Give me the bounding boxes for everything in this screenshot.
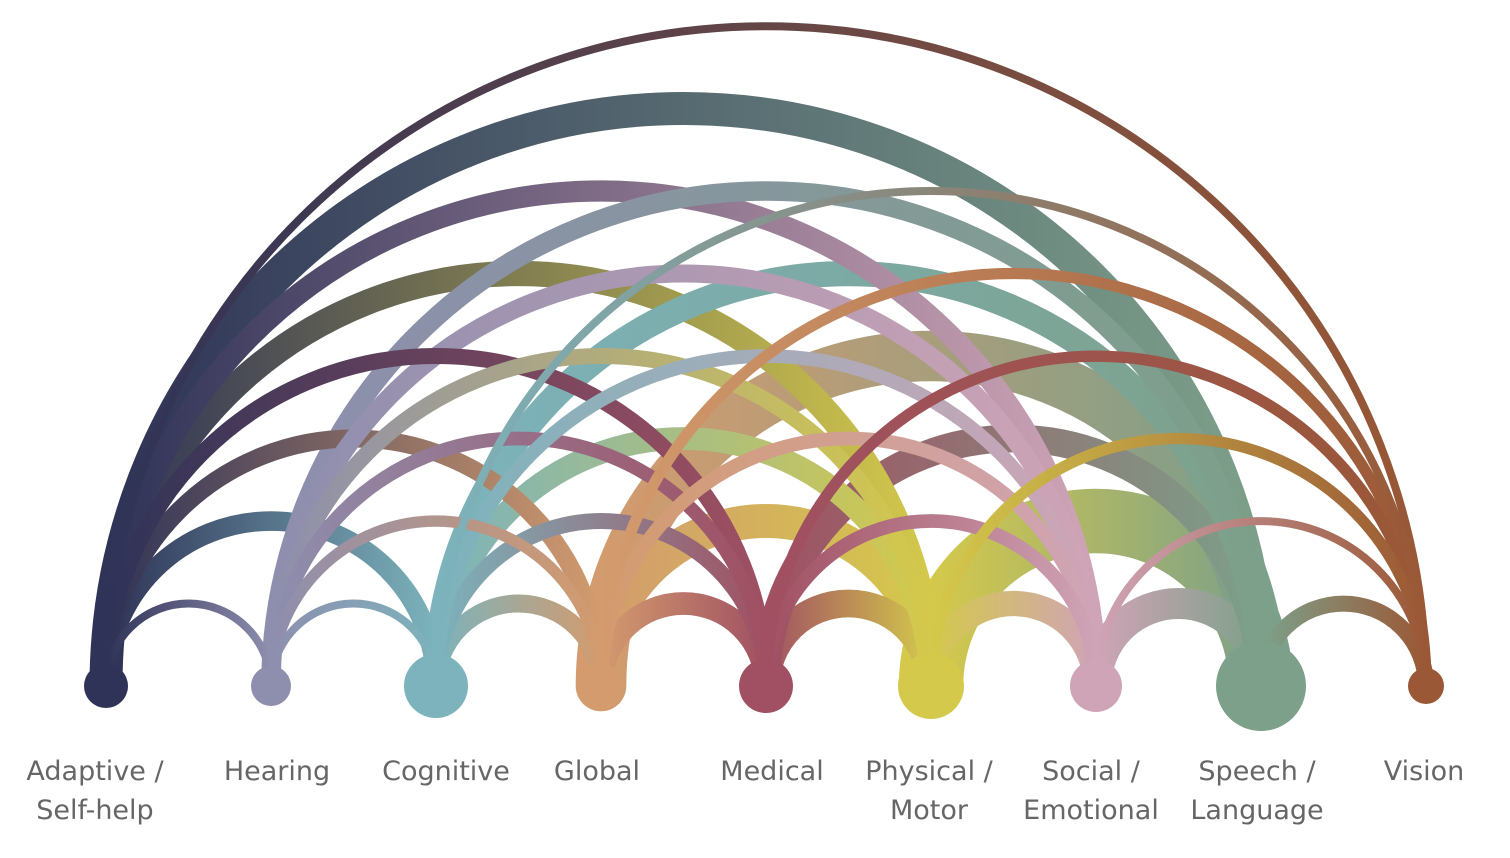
node-label-medical-line-1: Medical <box>720 756 824 787</box>
arc-physical-vision <box>925 432 1432 692</box>
arc-adaptive-vision <box>102 22 1430 690</box>
arc-hearing-speech <box>261 181 1271 696</box>
arc-hearing-social <box>262 264 1105 695</box>
arc-global-social <box>594 431 1103 693</box>
arc-global-vision <box>595 267 1432 692</box>
arc-adaptive-medical <box>98 348 774 694</box>
node-label-adaptive-line-1: Adaptive / <box>26 756 164 787</box>
arc-medical-social <box>759 514 1103 693</box>
node-hearing <box>251 666 291 706</box>
node-global <box>579 664 623 708</box>
node-label-social-line-1: Social / <box>1042 756 1140 787</box>
node-label-adaptive-line-2: Self-help <box>36 795 154 826</box>
node-label-vision: Vision <box>1384 752 1465 791</box>
arc-adaptive-hearing <box>102 599 275 690</box>
node-physical <box>898 653 964 719</box>
node-label-physical-line-2: Motor <box>889 795 969 826</box>
node-social <box>1070 660 1122 712</box>
node-adaptive <box>84 664 128 708</box>
arc-hearing-medical <box>264 431 773 693</box>
node-label-global-line-1: Global <box>553 756 641 787</box>
node-label-hearing: Hearing <box>224 752 330 791</box>
arc-links-group <box>89 22 1434 719</box>
arc-medical-vision <box>760 350 1432 692</box>
node-label-speech-line-1: Speech / <box>1198 756 1316 787</box>
arc-adaptive-speech <box>89 92 1278 703</box>
node-label-adaptive: Adaptive / Self-help <box>26 752 163 830</box>
node-speech <box>1216 641 1306 731</box>
node-label-physical: Physical / Motor <box>865 752 993 830</box>
node-circles-group <box>84 641 1444 731</box>
node-medical <box>739 659 793 713</box>
node-cognitive <box>404 654 468 718</box>
node-label-speech-line-2: Language <box>1190 795 1324 826</box>
arc-hearing-cognitive <box>267 599 440 690</box>
arc-hearing-global <box>265 515 607 692</box>
node-label-cognitive: Cognitive <box>382 752 510 791</box>
node-label-speech: Speech / Language <box>1190 752 1323 830</box>
arc-social-vision <box>1092 517 1430 690</box>
node-label-medical: Medical <box>720 752 823 791</box>
node-label-global: Global <box>554 752 640 791</box>
node-label-vision-line-1: Vision <box>1383 756 1465 787</box>
arc-adaptive-social <box>95 180 1107 697</box>
node-label-social-line-2: Emotional <box>1023 795 1159 826</box>
node-label-physical-line-1: Physical / <box>865 756 993 787</box>
arc-cognitive-vision <box>432 187 1430 690</box>
node-vision <box>1408 668 1444 704</box>
node-label-hearing-line-1: Hearing <box>223 756 331 787</box>
node-label-social: Social / Emotional <box>1023 752 1159 830</box>
node-label-cognitive-line-1: Cognitive <box>382 756 510 787</box>
